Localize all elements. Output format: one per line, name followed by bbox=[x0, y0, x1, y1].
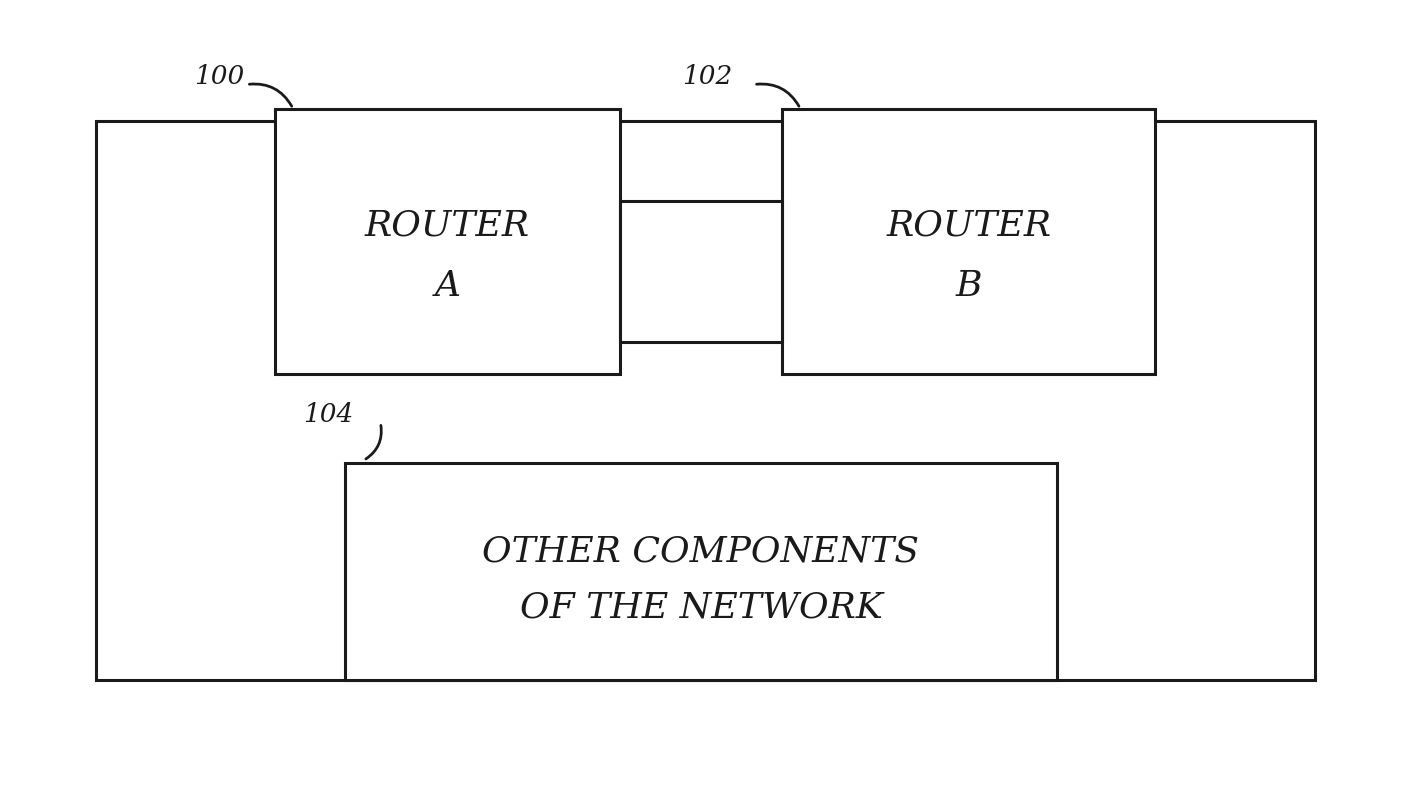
Bar bbox=[620, 201, 782, 342]
Bar bbox=[345, 463, 1057, 680]
Bar bbox=[96, 121, 1315, 680]
Bar bbox=[275, 109, 620, 374]
Text: OF THE NETWORK: OF THE NETWORK bbox=[520, 591, 882, 625]
Text: ROUTER: ROUTER bbox=[365, 208, 530, 242]
Text: A: A bbox=[434, 269, 461, 303]
Text: 104: 104 bbox=[303, 402, 354, 427]
Text: ROUTER: ROUTER bbox=[886, 208, 1051, 242]
Text: 100: 100 bbox=[194, 64, 245, 89]
Bar bbox=[782, 109, 1155, 374]
Text: 102: 102 bbox=[682, 64, 733, 89]
Text: OTHER COMPONENTS: OTHER COMPONENTS bbox=[482, 535, 920, 568]
Text: B: B bbox=[955, 269, 982, 303]
